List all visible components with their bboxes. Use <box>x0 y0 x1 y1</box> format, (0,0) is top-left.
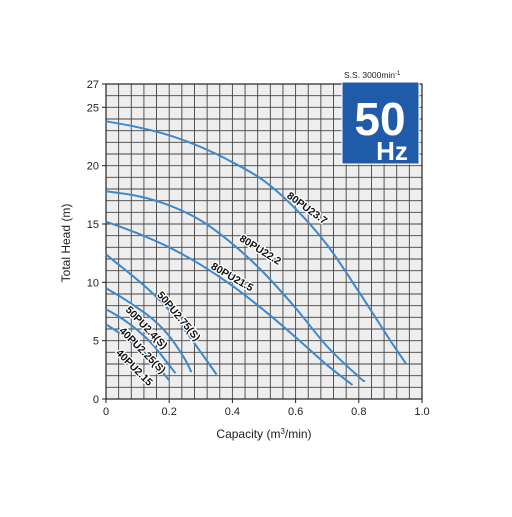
x-axis-label-tail: /min) <box>285 427 312 441</box>
x-tick-label: 1.0 <box>414 406 429 418</box>
y-tick-label: 27 <box>87 79 99 91</box>
y-tick-label: 10 <box>87 277 99 289</box>
tick-labels: 0 0.2 0.4 0.6 0.8 1.0 0 5 10 15 20 25 27 <box>87 79 430 418</box>
series-line-50pu2-75-s <box>105 253 218 376</box>
badge-box <box>341 81 420 165</box>
y-tick-label: 15 <box>87 219 99 231</box>
x-tick-label: 0.6 <box>288 406 303 418</box>
series-curves <box>105 120 408 386</box>
x-tick-label: 0 <box>103 406 109 418</box>
speed-note-text: S.S. 3000min <box>344 70 395 80</box>
badge-unit: Hz <box>376 136 408 166</box>
y-tick-label: 5 <box>93 336 99 348</box>
y-tick-label: 20 <box>87 161 99 173</box>
y-axis-label: Total Head (m) <box>59 204 73 283</box>
x-tick-label: 0.8 <box>351 406 366 418</box>
grid <box>105 83 423 400</box>
series-line-50pu2-4-s <box>105 287 193 373</box>
y-tick-label: 0 <box>93 394 99 406</box>
x-axis-label: Capacity (m3/min) <box>216 427 311 441</box>
x-axis-label-sup: 3 <box>280 427 285 436</box>
series-line-80pu22-2 <box>105 190 366 383</box>
speed-note: S.S. 3000min-1 <box>344 70 401 80</box>
series-line-40pu2-15 <box>105 323 170 381</box>
speed-note-sup: -1 <box>395 71 401 77</box>
plot-frame <box>105 83 423 400</box>
badge-number: 50 <box>354 93 405 145</box>
frequency-badge: 50 Hz <box>341 81 420 166</box>
x-axis-label-main: Capacity (m <box>216 427 280 441</box>
y-tick-label: 25 <box>87 102 99 114</box>
series-line-40pu2-25-s <box>105 308 177 374</box>
series-line-80pu21-5 <box>105 220 354 386</box>
axes <box>102 83 423 403</box>
x-tick-label: 0.2 <box>162 406 177 418</box>
x-tick-label: 0.4 <box>225 406 240 418</box>
series-line-80pu23-7 <box>105 120 408 365</box>
